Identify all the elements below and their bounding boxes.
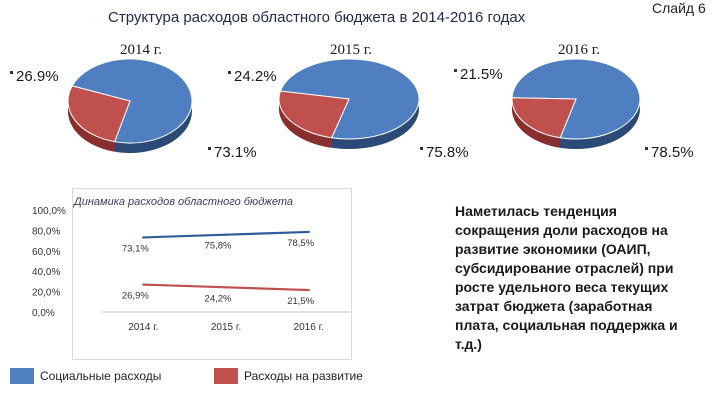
data-label: 78,5% [287, 238, 314, 249]
data-point [224, 233, 228, 236]
data-label: 26,9% [122, 291, 149, 302]
data-label: 73,1% [122, 243, 149, 254]
data-point [142, 236, 145, 239]
pie-2015-social-label: 75.8% [420, 144, 469, 161]
pie-2015-development-label: 24.2% [228, 68, 277, 85]
note-line: сокращения доли расходов на [455, 222, 668, 238]
data-point [307, 288, 310, 292]
legend-swatch-social [10, 368, 34, 384]
note-line: Наметилась тенденция [455, 203, 617, 219]
data-point [307, 230, 310, 234]
line-chart: 0,0% 20,0% 40,0% 60,0% 80,0% 100,0% 2014 г. 201… [32, 206, 350, 333]
legend-item-social: Социальные расходы [10, 367, 161, 385]
note-line: росте удельного веса текущих [455, 279, 669, 295]
data-label: 21,5% [287, 296, 314, 307]
note-line: субсидирование отраслей) при [455, 260, 674, 276]
legend-item-development: Расходы на развитие [214, 367, 363, 385]
slide-title: Структура расходов областного бюджета в … [108, 9, 526, 26]
pie-2016-development-label: 21.5% [454, 66, 503, 83]
slide-number: Слайд 6 [652, 0, 706, 16]
pie-chart-2014 [67, 58, 193, 153]
pie-slice-development [278, 90, 350, 139]
pie-slice-development [67, 85, 131, 143]
pie-2014-social-label: 73.1% [208, 144, 257, 161]
pie-slice-development [511, 97, 577, 139]
note-line: плата, социальная поддержка и [455, 317, 678, 333]
y-tick-label: 60,0% [32, 247, 60, 258]
note-line: затрат бюджета (заработная [455, 298, 653, 314]
pie-2014-year-label: 2014 г. [120, 42, 162, 58]
x-tick-label: 2014 г. [128, 322, 158, 333]
y-tick-label: 20,0% [32, 288, 60, 299]
legend-label-social: Социальные расходы [40, 369, 162, 383]
y-tick-label: 100,0% [32, 206, 66, 217]
data-point [224, 286, 228, 289]
y-tick-label: 40,0% [32, 267, 60, 278]
line-chart-frame [72, 188, 352, 360]
data-label: 75,8% [205, 241, 232, 252]
pie-chart-2015 [278, 58, 420, 149]
trend-note: Наметилась тенденция сокращения доли рас… [455, 202, 720, 354]
data-label: 24,2% [205, 293, 232, 304]
x-tick-label: 2015 г. [211, 322, 241, 333]
legend-label-development: Расходы на развитие [244, 369, 363, 383]
pie-2015-year-label: 2015 г. [330, 42, 372, 58]
note-line: т.д.) [455, 336, 482, 352]
pie-2016-social-label: 78.5% [645, 144, 694, 161]
pie-slice-social [71, 58, 193, 144]
pie-2016-year-label: 2016 г. [558, 42, 600, 58]
pie-slice-social [279, 58, 420, 140]
pie-chart-2016 [511, 58, 641, 149]
legend-swatch-development [214, 368, 238, 384]
y-tick-label: 0,0% [32, 308, 55, 319]
x-tick-label: 2016 г. [294, 322, 324, 333]
line-chart-title: Динамика расходов областного бюджета [74, 196, 293, 208]
y-tick-label: 80,0% [32, 226, 60, 237]
note-line: развитие экономики (ОАИП, [455, 241, 651, 257]
data-point [142, 283, 145, 286]
pie-2014-development-label: 26.9% [10, 68, 59, 85]
